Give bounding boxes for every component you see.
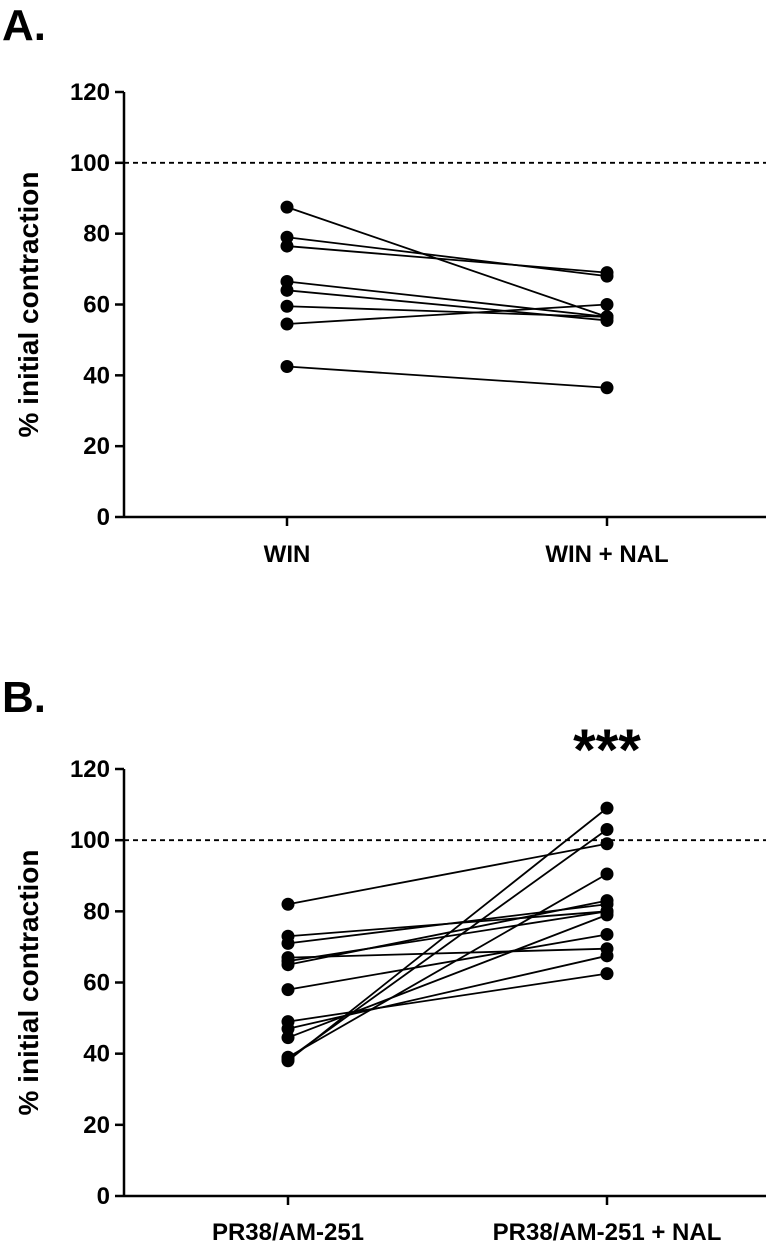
pair-line — [286, 305, 608, 318]
y-tick-label: 40 — [83, 362, 110, 389]
data-point-before — [280, 283, 294, 297]
pair-line — [287, 933, 608, 991]
y-tick-label: 120 — [70, 79, 110, 106]
x-category-label: WIN + NAL — [545, 541, 668, 568]
pair-line — [286, 365, 608, 389]
pair-line — [287, 828, 608, 1060]
data-point-before — [281, 897, 295, 911]
data-point-after — [600, 894, 614, 908]
panel-label: B. — [2, 673, 46, 722]
data-point-after — [600, 310, 614, 324]
data-point-after — [600, 867, 614, 881]
data-point-after — [600, 967, 614, 981]
data-point-after — [600, 381, 614, 395]
y-tick-label: 0 — [97, 504, 110, 531]
y-tick-label: 80 — [83, 221, 110, 248]
y-tick-label: 0 — [97, 1183, 110, 1210]
pair-line — [287, 842, 608, 906]
chart-panel-a: A. 0 20 40 60 80 100 120 WIN WIN + NAL % initial c… — [2, 1, 766, 568]
data-point-after — [600, 822, 614, 836]
x-category-label: PR38/AM-251 — [212, 1219, 364, 1246]
y-tick-label: 20 — [83, 1112, 110, 1139]
y-tick-label: 60 — [83, 292, 110, 319]
data-point-before — [280, 317, 294, 331]
pair-line — [286, 236, 608, 278]
significance-annotation: *** — [573, 718, 641, 783]
data-point-after — [600, 949, 614, 963]
data-point-before — [281, 983, 295, 997]
data-point-after — [600, 801, 614, 815]
data-point-before — [280, 239, 294, 253]
data-point-before — [281, 958, 295, 972]
data-point-before — [280, 200, 294, 214]
chart-panel-b: B. 0 20 40 60 80 100 120 PR38/AM-251 PR38/AM-251 … — [2, 673, 766, 1246]
data-point-after — [600, 927, 614, 941]
panel-label: A. — [2, 1, 46, 50]
y-tick-label: 20 — [83, 433, 110, 460]
data-point-before — [280, 359, 294, 373]
pair-line — [287, 873, 608, 1059]
data-point-before — [281, 1022, 295, 1036]
pair-line — [286, 206, 608, 318]
x-category-label: PR38/AM-251 + NAL — [493, 1219, 722, 1246]
data-point-after — [600, 837, 614, 851]
y-tick-label: 120 — [70, 756, 110, 783]
pair-line — [287, 807, 608, 1062]
y-axis-title: % initial contraction — [13, 849, 44, 1115]
pair-line — [287, 899, 608, 966]
y-tick-label: 100 — [70, 827, 110, 854]
y-axis-title: % initial contraction — [13, 171, 44, 437]
pair-line — [286, 280, 608, 318]
data-point-before — [281, 1031, 295, 1045]
pair-line — [286, 303, 608, 325]
pair-line — [286, 245, 608, 274]
pair-line — [287, 972, 608, 1023]
pair-line — [287, 947, 608, 959]
y-tick-label: 40 — [83, 1041, 110, 1068]
x-category-label: WIN — [264, 541, 311, 568]
y-tick-label: 80 — [83, 898, 110, 925]
data-point-after — [600, 266, 614, 280]
data-point-after — [600, 908, 614, 922]
y-tick-label: 100 — [70, 150, 110, 177]
data-point-before — [281, 936, 295, 950]
y-tick-label: 60 — [83, 970, 110, 997]
pair-line — [287, 910, 608, 963]
data-point-before — [280, 299, 294, 313]
data-point-before — [281, 1050, 295, 1064]
data-point-after — [600, 298, 614, 311]
pair-line — [287, 914, 608, 1039]
pair-line — [287, 954, 608, 1030]
